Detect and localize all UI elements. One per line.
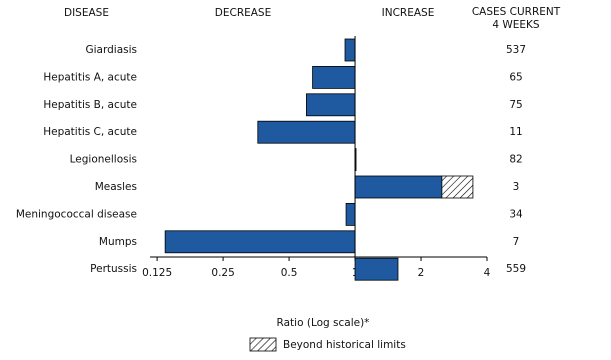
header-increase: INCREASE	[382, 7, 435, 19]
cases-label: 82	[509, 154, 522, 166]
cases-label: 537	[506, 44, 526, 56]
bar	[344, 38, 356, 62]
legend-swatch	[249, 337, 277, 352]
cases-label: 3	[513, 181, 520, 193]
legend-label: Beyond historical limits	[283, 339, 406, 351]
bar	[312, 66, 356, 89]
bar	[164, 230, 356, 254]
bar-beyond-limits	[441, 175, 474, 199]
x-tick-label: 4	[484, 267, 491, 279]
y-tick-label: Pertussis	[90, 263, 137, 275]
header-cases: CASES CURRENT	[472, 6, 561, 18]
cases-label: 65	[509, 71, 522, 83]
y-tick-label: Hepatitis C, acute	[43, 126, 137, 138]
y-tick-label: Hepatitis B, acute	[43, 99, 137, 111]
x-tick-label: 0.25	[211, 267, 234, 279]
header-disease: DISEASE	[64, 7, 109, 19]
bar	[354, 175, 443, 199]
bar	[306, 93, 356, 117]
cases-label: 7	[513, 236, 520, 248]
y-tick-label: Giardiasis	[86, 44, 138, 56]
cases-label: 559	[506, 263, 526, 275]
header-decrease: DECREASE	[215, 7, 271, 19]
x-tick-label: 0.5	[281, 267, 298, 279]
cases-label: 34	[509, 208, 523, 220]
x-axis-label: Ratio (Log scale)*	[277, 317, 370, 329]
bar	[345, 202, 356, 226]
x-tick-label: 2	[418, 267, 425, 279]
y-tick-label: Meningococcal disease	[16, 208, 137, 220]
header-cases: 4 WEEKS	[492, 19, 540, 31]
y-tick-label: Mumps	[99, 236, 137, 248]
y-tick-label: Measles	[95, 181, 137, 193]
bar	[354, 257, 399, 281]
y-tick-label: Hepatitis A, acute	[43, 71, 137, 83]
cases-label: 11	[509, 126, 522, 138]
bar	[257, 120, 356, 144]
cases-label: 75	[509, 99, 522, 111]
x-tick-label: 0.125	[142, 267, 172, 279]
y-tick-label: Legionellosis	[70, 154, 137, 166]
